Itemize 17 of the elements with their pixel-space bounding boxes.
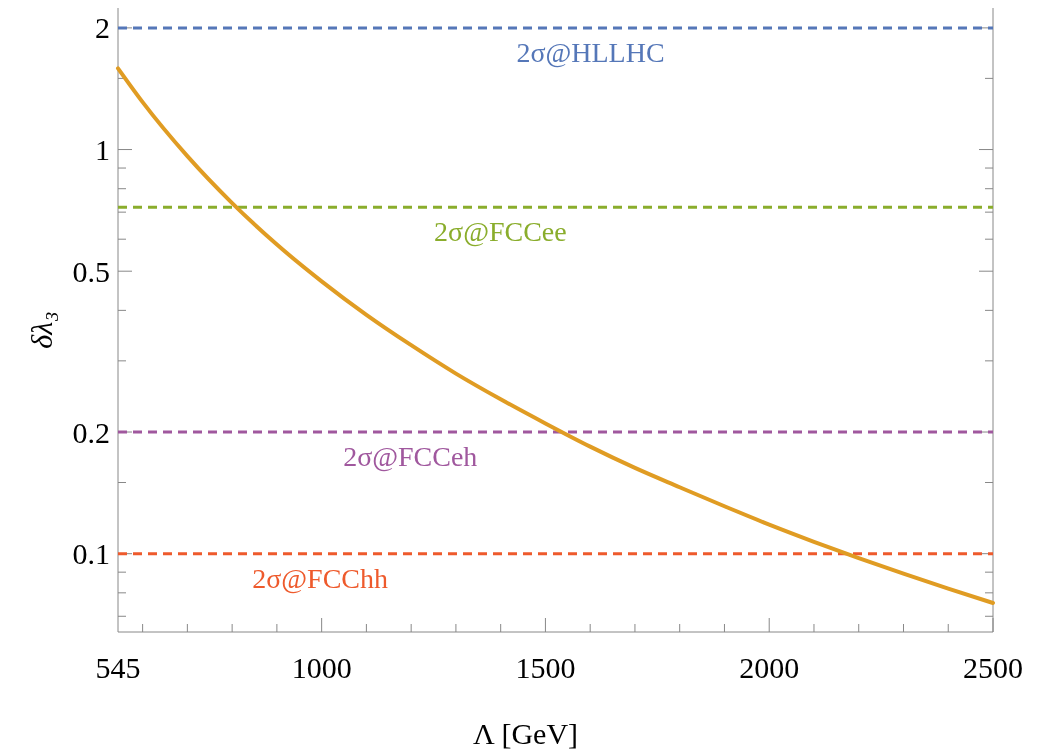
y-tick-label: 1	[95, 133, 110, 167]
y-tick-label: 2	[95, 11, 110, 45]
y-axis-title: δλ₃	[25, 311, 58, 349]
y-tick-label: 0.1	[72, 537, 110, 571]
x-tick-label: 2500	[963, 651, 1023, 684]
ref-line-label: 2σ@HLLHC	[516, 36, 665, 68]
ref-line-label: 2σ@FCChh	[252, 562, 389, 594]
x-tick-label: 1000	[291, 651, 352, 684]
x-tick-label: 545	[95, 651, 141, 684]
x-tick-label: 2000	[739, 651, 800, 684]
ref-line-label: 2σ@FCCeh	[343, 441, 478, 473]
line-series	[116, 66, 995, 605]
x-tick-label: 1500	[515, 651, 576, 684]
ref-line-label: 2σ@FCCee	[434, 216, 567, 248]
y-tick-label: 0.2	[72, 415, 110, 449]
y-tick-label: 0.5	[72, 254, 110, 288]
x-axis-title: Λ [GeV]	[472, 717, 579, 750]
